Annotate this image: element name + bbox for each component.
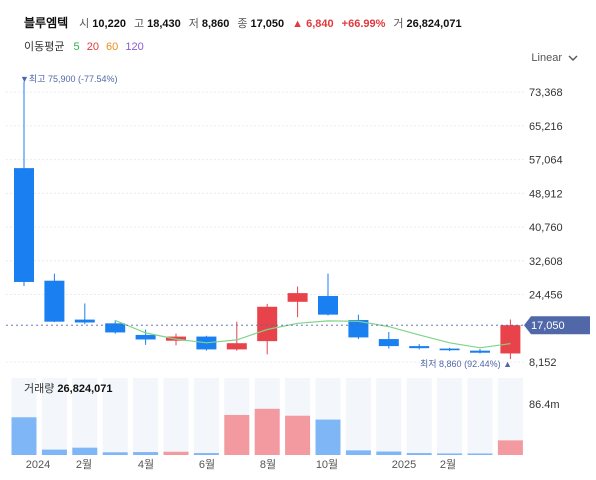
candle-body	[439, 348, 460, 351]
volume-column-bg	[437, 378, 463, 455]
x-tick-label: 2월	[76, 458, 92, 471]
ma-60[interactable]: 60	[106, 41, 119, 53]
stock-name: 블루엠텍	[24, 16, 69, 30]
x-tick-label: 2025	[392, 459, 416, 471]
candles	[14, 81, 521, 360]
y-axis: 73,368 65,216 57,064 48,912 40,760 32,608 24,4…	[529, 87, 563, 411]
volume-axis-label: 86.4m	[529, 399, 560, 411]
volume-column-bg	[193, 378, 219, 455]
up-arrow-icon: ▲	[292, 18, 304, 30]
candle-body	[287, 293, 308, 302]
candle-body	[135, 334, 156, 340]
volume-value: 26,824,071	[406, 18, 462, 30]
volume-column-bg	[72, 378, 98, 455]
moving-average-legend[interactable]: 이동평균 5 20 60 120	[24, 38, 148, 54]
volume-bar	[41, 449, 67, 455]
ma-line	[114, 319, 511, 349]
candle-body	[500, 325, 521, 354]
current-price-label: 17,050	[531, 320, 565, 332]
volume-column-bg	[102, 378, 128, 455]
volume-column-bg	[376, 378, 402, 455]
volume-bar	[437, 453, 463, 455]
x-tick-label: 4월	[138, 458, 154, 471]
x-axis: 2024 2월 4월 6월 8월 10월 2025 2월	[26, 458, 456, 471]
scale-label: Linear	[531, 52, 562, 64]
y-tick-label: 57,064	[529, 155, 563, 167]
volume-bars	[11, 408, 523, 455]
volume-column-bg	[163, 378, 189, 455]
x-tick-label: 10월	[316, 458, 338, 471]
open-value: 10,220	[92, 18, 126, 30]
volume-column-bg	[406, 378, 432, 455]
high-annotation: ▼최고 75,900 (-77.54%)	[20, 74, 118, 84]
volume-bar	[224, 414, 250, 455]
annotations: 17,050 ▼최고 75,900 (-77.54%) 최저 8,860 (92.4…	[6, 74, 590, 395]
open-label: 시	[79, 18, 90, 30]
change-percent: +66.99%	[341, 18, 386, 30]
candle-body	[257, 306, 278, 342]
volume-bar	[193, 453, 219, 455]
volume-column-bg	[345, 378, 371, 455]
close-label: 종	[237, 18, 248, 30]
stock-summary: 블루엠텍 시 10,220 고 18,430 저 8,860 종 17,050 …	[24, 14, 467, 31]
candle-body	[44, 280, 65, 322]
change-amount: 6,840	[306, 18, 334, 30]
y-tick-label: 8,152	[529, 357, 557, 369]
volume-label: 거	[393, 18, 404, 30]
volume-bar	[163, 451, 189, 455]
volume-bar	[406, 453, 432, 455]
change-value: ▲ 6,840	[292, 18, 333, 30]
volume-latest: 26,824,071	[57, 383, 112, 395]
scale-selector[interactable]: Linear	[531, 52, 578, 64]
x-tick-label: 2월	[440, 458, 456, 471]
candle-body	[74, 319, 95, 323]
volume-bar	[497, 440, 523, 455]
high-label: 고	[133, 18, 145, 30]
chevron-down-icon	[568, 55, 578, 61]
high-value: 18,430	[147, 18, 181, 30]
candle-body	[378, 339, 399, 347]
ma-20[interactable]: 20	[86, 41, 99, 53]
candle-body	[105, 323, 126, 333]
ma-5[interactable]: 5	[73, 41, 80, 53]
volume-bar	[254, 408, 280, 455]
volume-bar	[467, 453, 493, 455]
moving-average-line	[114, 319, 511, 349]
volume-bar	[315, 419, 341, 455]
x-tick-label: 6월	[199, 458, 215, 471]
x-tick-label: 2024	[26, 459, 50, 471]
volume-bar	[72, 447, 98, 455]
low-value: 8,860	[201, 18, 230, 30]
x-tick-label: 8월	[260, 458, 276, 471]
low-annotation: 최저 8,860 (92.44%) ▲	[420, 359, 512, 369]
y-tick-label: 24,456	[529, 290, 563, 302]
volume-bar	[285, 415, 311, 455]
volume-title: 거래량 26,824,071	[24, 382, 112, 395]
y-tick-label: 65,216	[529, 121, 563, 133]
low-label: 저	[188, 18, 199, 30]
volume-column-bg	[41, 378, 67, 455]
volume-bar	[11, 417, 37, 455]
moving-average-title: 이동평균	[24, 41, 65, 53]
y-tick-label: 48,912	[529, 188, 563, 200]
candle-body	[409, 346, 430, 349]
current-price-tag	[524, 316, 590, 335]
volume-column-bg	[467, 378, 493, 455]
volume-bar	[102, 452, 128, 455]
candle-body	[226, 343, 247, 350]
candle-body	[348, 320, 369, 338]
volume-bar	[133, 452, 159, 455]
y-tick-label: 40,760	[529, 222, 563, 234]
volume-bar	[345, 450, 371, 455]
candle-body	[470, 350, 490, 353]
candle-body	[14, 168, 34, 282]
ma-120[interactable]: 120	[125, 41, 144, 53]
close-value: 17,050	[250, 18, 285, 30]
y-tick-label: 32,608	[529, 256, 563, 268]
volume-bar	[376, 451, 402, 455]
candle-body	[318, 296, 338, 315]
y-tick-label: 73,368	[529, 87, 563, 99]
volume-column-bg	[133, 378, 159, 455]
